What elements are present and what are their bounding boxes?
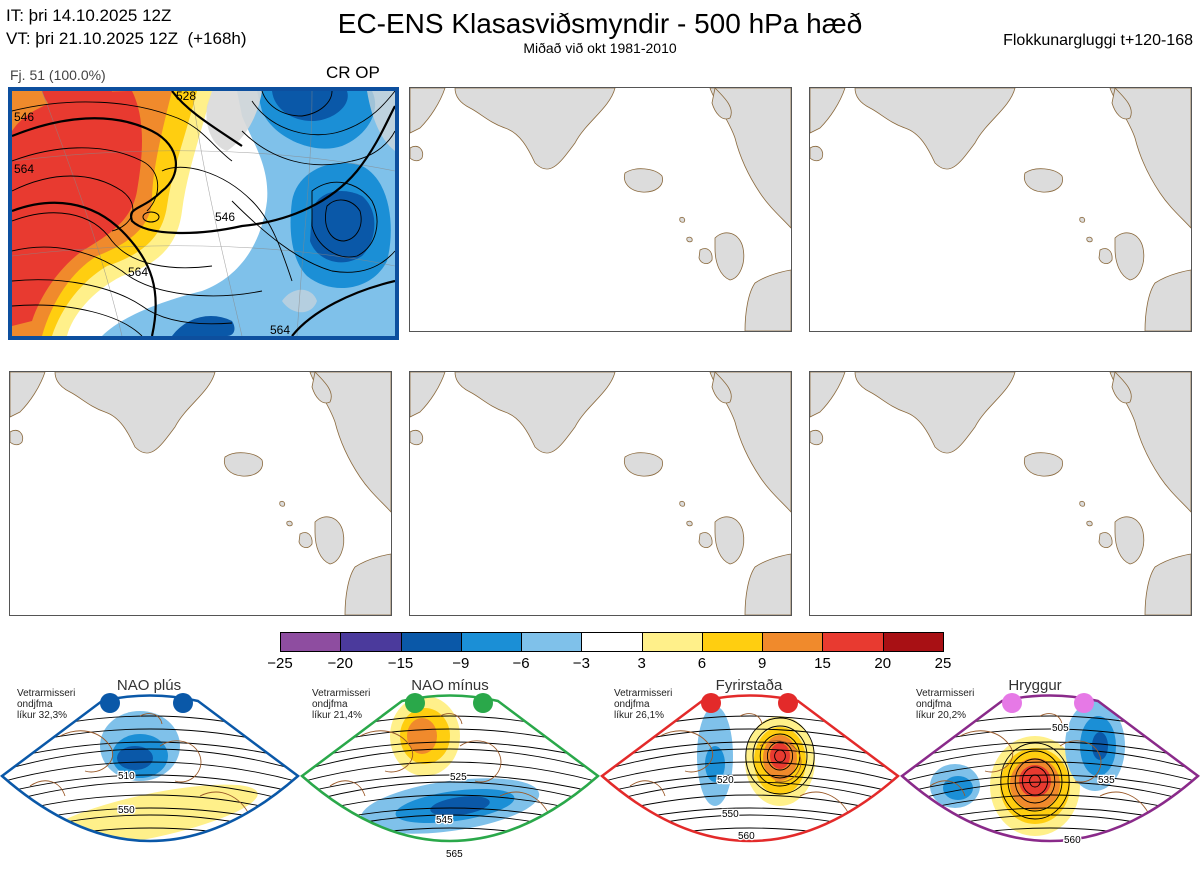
page-subtitle: Miðað við okt 1981-2010 <box>523 40 677 56</box>
classification-window: Flokkunargluggi t+120-168 <box>1003 32 1193 49</box>
colorbar-swatch <box>521 632 583 652</box>
regime-marker-dot <box>473 693 493 713</box>
landmass-group <box>810 372 1191 615</box>
cluster-map-panel-5[interactable] <box>409 371 792 616</box>
header-times: IT: þri 14.10.2025 12Z VT: þri 21.10.2025… <box>6 4 247 50</box>
contour-label: 546 <box>14 110 34 124</box>
regime-marker-dot <box>1002 693 1022 713</box>
colorbar-tick-label: 15 <box>814 655 831 672</box>
colorbar-swatch <box>581 632 643 652</box>
regime-contour-label: 550 <box>118 805 135 816</box>
map-background <box>810 372 1191 615</box>
colorbar-tick-label: 6 <box>697 655 707 672</box>
landmass-group <box>810 88 1191 331</box>
contour-label: 564 <box>128 265 148 279</box>
regime-title: NAO mínus <box>411 677 489 694</box>
colorbar-swatch <box>641 632 703 652</box>
regime-marker-dot <box>701 693 721 713</box>
regime-contour-label: 560 <box>1064 835 1081 846</box>
map-background <box>410 88 791 331</box>
regime-contour-label: 565 <box>446 849 463 860</box>
landmass-group <box>410 88 791 331</box>
colorbar-swatch <box>460 632 522 652</box>
cluster-map-panel-3[interactable] <box>809 87 1192 332</box>
regime-map: 505 535 560 <box>900 693 1200 847</box>
regime-nao-minus[interactable]: 525 545 565 Vetrarmisseri ondjfma líkur 21… <box>300 676 600 871</box>
regime-marker-dot <box>405 693 425 713</box>
colorbar-swatch <box>822 632 884 652</box>
regime-note: Vetrarmisseri ondjfma líkur 20,2% <box>916 688 975 721</box>
colorbar-tick-label: 9 <box>758 655 767 672</box>
colorbar-tick-label: −6 <box>512 655 530 672</box>
regime-blocking[interactable]: 520 550 560 Vetrarmisseri ondjfma líkur 26… <box>600 676 900 871</box>
regime-marker-dot <box>100 693 120 713</box>
colorbar-swatch <box>280 632 341 652</box>
cluster-map-panel-4[interactable] <box>9 371 392 616</box>
regime-map: 525 545 565 <box>300 693 600 861</box>
initial-time: IT: þri 14.10.2025 12Z <box>6 6 172 25</box>
regime-title: Fyrirstaða <box>715 677 783 694</box>
regime-note: Vetrarmisseri ondjfma líkur 32,3% <box>17 688 76 721</box>
regime-marker-dot <box>173 693 193 713</box>
landmass-group <box>10 372 391 615</box>
contour-label: 528 <box>176 91 196 103</box>
regime-map: 510 550 <box>0 693 300 843</box>
map-background <box>810 88 1191 331</box>
cluster-map-panel-1[interactable]: 546 564 528 546 564 564 <box>8 87 399 340</box>
regime-contour-label: 525 <box>450 772 467 783</box>
colorbar-tick-label: 3 <box>637 655 646 672</box>
cluster-map-1-graphic: 546 564 528 546 564 564 <box>12 91 395 336</box>
regime-title: NAO plús <box>116 677 182 694</box>
regime-map: 520 550 560 <box>600 693 900 843</box>
colorbar-swatch <box>762 632 824 652</box>
colorbar-tick-label: −9 <box>452 655 470 672</box>
cluster-map-panel-6[interactable] <box>809 371 1192 616</box>
regime-marker-dot <box>778 693 798 713</box>
cluster-map-panel-2[interactable] <box>409 87 792 332</box>
regime-note: Vetrarmisseri ondjfma líkur 26,1% <box>614 688 673 721</box>
regime-contour-label: 550 <box>722 809 739 820</box>
colorbar-swatch <box>701 632 763 652</box>
colorbar-labels: −25 −20 −15 −9 −6 −3 3 6 9 15 20 25 <box>267 655 951 673</box>
colorbar-swatch <box>400 632 462 652</box>
regime-title: Hryggur <box>1008 677 1062 694</box>
regime-contour-label: 560 <box>738 831 755 842</box>
map-background <box>410 372 791 615</box>
regime-contour-label: 535 <box>1098 775 1115 786</box>
panel-1-member-count: Fj. 51 (100.0%) <box>10 67 106 83</box>
regime-contour-label: 545 <box>436 815 453 826</box>
colorbar-swatch <box>340 632 402 652</box>
colorbar-tick-label: 20 <box>874 655 892 672</box>
map-background <box>10 372 391 615</box>
colorbar-tick-label: −3 <box>572 655 590 672</box>
colorbar-tick-label: −25 <box>267 655 293 672</box>
regime-nao-plus[interactable]: 510 550 Vetrarmisseri ondjfma líkur 32,3%… <box>0 676 300 871</box>
contour-label: 546 <box>215 210 235 224</box>
colorbar-swatch <box>882 632 944 652</box>
panel-1-tag: CR OP <box>326 63 380 82</box>
colorbar <box>280 632 944 652</box>
page-title: EC-ENS Klasasviðsmyndir - 500 hPa hæð <box>337 8 863 39</box>
regime-ridge[interactable]: 505 535 560 Vetrarmisseri ondjfma líkur 20… <box>900 676 1200 871</box>
colorbar-tick-label: 25 <box>934 655 952 672</box>
valid-time: VT: þri 21.10.2025 12Z (+168h) <box>6 29 247 48</box>
contour-label: 564 <box>14 162 34 176</box>
regime-contour-label: 520 <box>717 775 734 786</box>
colorbar-tick-label: −20 <box>327 655 353 672</box>
colorbar-tick-label: −15 <box>387 655 414 672</box>
regime-contour-label: 505 <box>1052 723 1069 734</box>
contour-label: 564 <box>270 323 290 336</box>
regime-marker-dot <box>1074 693 1094 713</box>
regime-note: Vetrarmisseri ondjfma líkur 21,4% <box>312 688 371 721</box>
landmass-group <box>410 372 791 615</box>
regime-contour-label: 510 <box>118 771 135 782</box>
